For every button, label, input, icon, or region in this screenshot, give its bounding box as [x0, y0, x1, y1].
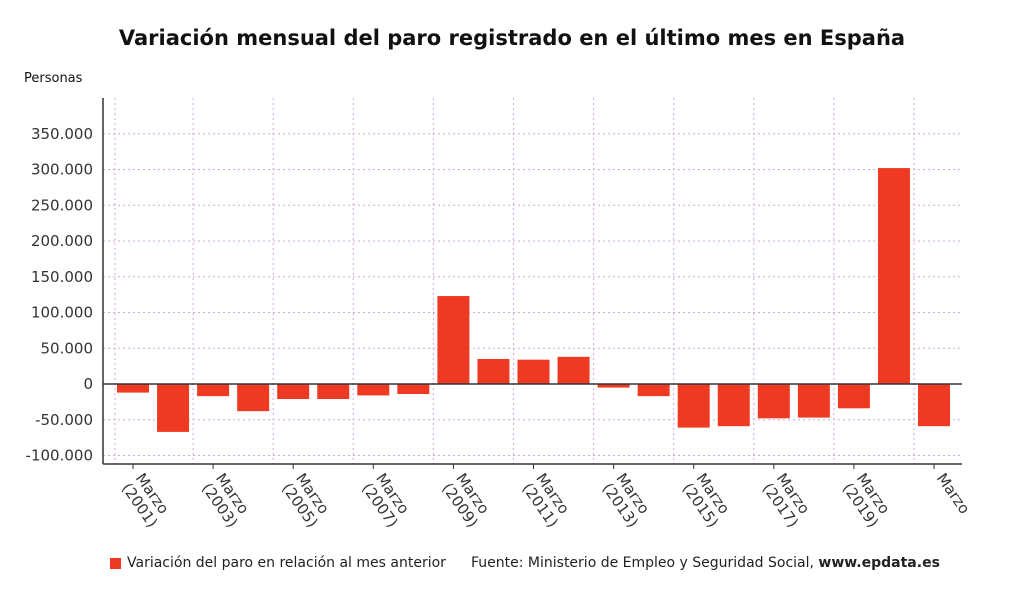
tick-labels: 350.000 300.000 250.000 200.000 150.000 100.0… [26, 125, 974, 531]
y-tick-label: 100.000 [31, 304, 93, 322]
bar-7 [357, 384, 390, 396]
bar-11 [517, 359, 550, 384]
x-tick-label: Marzo(2011) [518, 470, 573, 531]
bar-12 [557, 356, 590, 384]
grid [103, 98, 962, 464]
x-tick-label: Marzo(2005) [278, 470, 333, 531]
x-tick-label: Marzo(2009) [438, 470, 493, 531]
y-axis-unit-label: Personas [24, 71, 83, 86]
y-tick-label: 150.000 [31, 268, 93, 286]
y-tick-label: 300.000 [31, 161, 93, 179]
chart-title: Variación mensual del paro registrado en… [118, 26, 906, 50]
source-text: Fuente: Ministerio de Empleo y Seguridad… [471, 555, 819, 571]
legend-label: Variación del paro en relación al mes an… [127, 555, 446, 571]
x-tick-label: Marzo(2007) [358, 470, 413, 531]
y-tick-label: -50.000 [35, 411, 93, 429]
source-note: Fuente: Ministerio de Empleo y Seguridad… [471, 555, 940, 571]
bar-6 [317, 384, 350, 400]
bar-1 [117, 384, 149, 393]
axes [102, 98, 962, 469]
x-tick-label: Marzo(2001) [118, 470, 173, 531]
legend: Variación del paro en relación al mes an… [110, 555, 446, 571]
bar-14 [637, 384, 670, 397]
legend-swatch [110, 557, 121, 569]
y-tick-label: 350.000 [31, 125, 93, 143]
bar-15 [677, 384, 710, 428]
y-tick-label: 0 [83, 375, 93, 393]
bar-16 [717, 384, 750, 427]
bar-13 [597, 384, 630, 388]
x-tick-label: Marzo(2017) [759, 470, 814, 531]
bar-4 [237, 384, 270, 412]
y-tick-label: 250.000 [31, 196, 93, 214]
bar-chart: 350.000 300.000 250.000 200.000 150.000 100.0… [26, 98, 974, 531]
bar-10 [477, 358, 510, 384]
bar-21 [918, 384, 950, 427]
y-tick-label: -100.000 [26, 447, 93, 465]
x-tick-label-line: Marzo [933, 470, 974, 517]
bars [117, 168, 950, 432]
bar-2 [157, 384, 190, 432]
x-tick-label: Marzo(2019) [839, 470, 894, 531]
source-site: www.epdata.es [818, 555, 940, 571]
bar-18 [797, 384, 830, 418]
bar-3 [197, 384, 230, 397]
bar-9 [437, 296, 470, 384]
x-tick-label: Marzo [933, 470, 974, 517]
x-tick-label: Marzo(2003) [198, 470, 253, 531]
y-tick-label: 50.000 [41, 339, 94, 357]
bar-20 [877, 168, 910, 384]
bar-5 [277, 384, 310, 400]
x-tick-label: Marzo(2015) [679, 470, 734, 531]
y-tick-label: 200.000 [31, 232, 93, 250]
x-tick-label: Marzo(2013) [599, 470, 654, 531]
bar-8 [397, 384, 430, 395]
bar-17 [757, 384, 790, 419]
bar-19 [837, 384, 870, 409]
